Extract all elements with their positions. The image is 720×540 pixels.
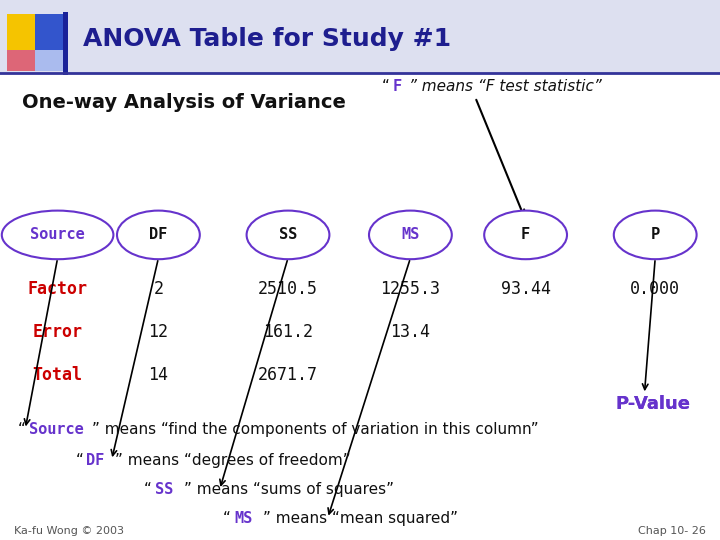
Text: 0.000: 0.000 — [630, 280, 680, 298]
Text: 2510.5: 2510.5 — [258, 280, 318, 298]
Text: “: “ — [144, 482, 152, 497]
Text: 2671.7: 2671.7 — [258, 366, 318, 384]
Text: ” means “find the components of variation in this column”: ” means “find the components of variatio… — [92, 422, 539, 437]
FancyBboxPatch shape — [35, 50, 68, 71]
Text: ” means “sums of squares”: ” means “sums of squares” — [184, 482, 394, 497]
Text: P-Value: P-Value — [616, 395, 690, 413]
Text: 12: 12 — [148, 323, 168, 341]
Text: MS: MS — [234, 511, 252, 526]
Text: MS: MS — [401, 227, 420, 242]
Ellipse shape — [117, 211, 200, 259]
Text: “: “ — [382, 79, 390, 94]
Text: 2: 2 — [153, 280, 163, 298]
Text: Error: Error — [32, 323, 83, 341]
Text: 1255.3: 1255.3 — [380, 280, 441, 298]
FancyBboxPatch shape — [7, 14, 40, 51]
Text: Total: Total — [32, 366, 83, 384]
Ellipse shape — [614, 211, 697, 259]
Text: P-Value: P-Value — [616, 395, 690, 413]
Text: “: “ — [223, 511, 231, 526]
Text: Source: Source — [29, 422, 84, 437]
FancyBboxPatch shape — [0, 0, 720, 73]
Text: 14: 14 — [148, 366, 168, 384]
Text: ” means “F test statistic”: ” means “F test statistic” — [409, 79, 602, 94]
Text: 161.2: 161.2 — [263, 323, 313, 341]
Text: One-way Analysis of Variance: One-way Analysis of Variance — [22, 93, 346, 112]
Text: DF: DF — [149, 227, 168, 242]
Text: Chap 10- 26: Chap 10- 26 — [638, 525, 706, 536]
FancyBboxPatch shape — [35, 14, 68, 51]
Text: ANOVA Table for Study #1: ANOVA Table for Study #1 — [83, 27, 451, 51]
Text: F: F — [521, 227, 530, 242]
Text: SS: SS — [279, 227, 297, 242]
Text: “: “ — [76, 453, 84, 468]
Text: 13.4: 13.4 — [390, 323, 431, 341]
Text: P: P — [651, 227, 660, 242]
Text: Ka-fu Wong © 2003: Ka-fu Wong © 2003 — [14, 525, 125, 536]
Text: 93.44: 93.44 — [500, 280, 551, 298]
Text: SS: SS — [155, 482, 173, 497]
FancyBboxPatch shape — [7, 50, 40, 71]
Text: ” means “mean squared”: ” means “mean squared” — [263, 511, 458, 526]
Text: ” means “degrees of freedom”: ” means “degrees of freedom” — [115, 453, 351, 468]
Ellipse shape — [246, 211, 329, 259]
Text: Factor: Factor — [27, 280, 88, 298]
Ellipse shape — [2, 211, 114, 259]
FancyBboxPatch shape — [63, 12, 68, 75]
Ellipse shape — [485, 211, 567, 259]
Text: Source: Source — [30, 227, 85, 242]
Text: “: “ — [18, 422, 26, 437]
Ellipse shape — [369, 211, 452, 259]
Text: F: F — [392, 79, 402, 94]
Text: DF: DF — [86, 453, 104, 468]
